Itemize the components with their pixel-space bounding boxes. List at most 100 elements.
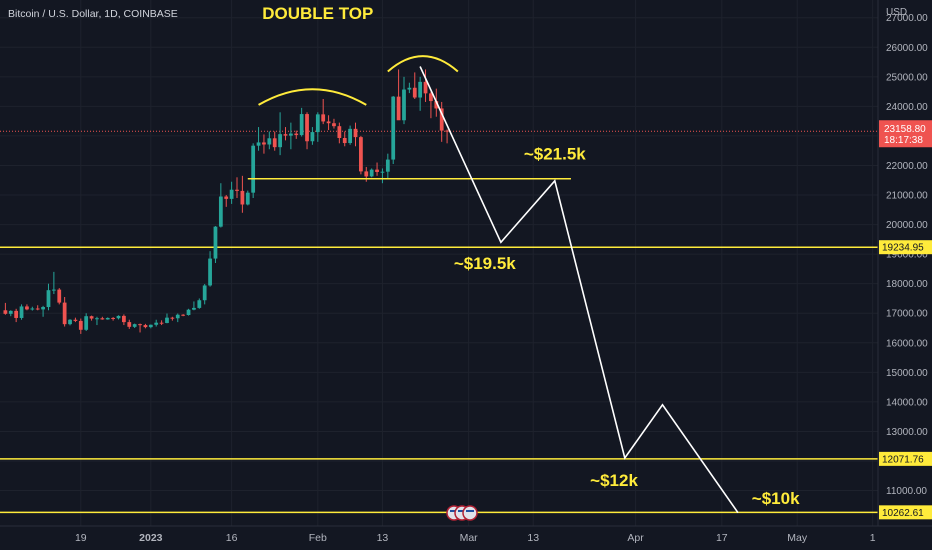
annotation-label[interactable]: ~$12k (590, 471, 638, 490)
annotation-label[interactable]: ~$21.5k (524, 145, 586, 164)
candle-body (240, 190, 245, 205)
price-level-value: 19234.95 (882, 243, 924, 254)
symbol-title[interactable]: Bitcoin / U.S. Dollar, 1D, COINBASE (8, 8, 178, 20)
candle-body (251, 145, 256, 193)
candle-body (315, 114, 320, 133)
time-tick-label: 13 (527, 532, 539, 544)
annotation-label[interactable]: DOUBLE TOP (262, 4, 373, 23)
time-tick-label: 2023 (139, 532, 163, 544)
event-flag-stripe (458, 510, 466, 512)
price-axis[interactable] (878, 0, 932, 526)
candle-body (143, 325, 148, 328)
candle-body (19, 306, 24, 318)
candle-body (218, 196, 223, 227)
candle-body (30, 308, 35, 310)
top-arc-first-top[interactable] (258, 88, 367, 106)
price-tick-label: 27000.00 (886, 13, 928, 24)
price-tick-label: 21000.00 (886, 191, 928, 202)
candle-body (321, 114, 326, 122)
candle-body (434, 101, 439, 109)
candle-body (105, 317, 110, 320)
candle-body (439, 108, 444, 131)
annotation-label[interactable]: ~$10k (752, 489, 800, 508)
candle-body (127, 322, 132, 327)
candle-body (407, 87, 412, 90)
candle-body (402, 89, 406, 121)
candle-body (267, 138, 272, 145)
candle-body (294, 133, 299, 136)
event-flag-icon[interactable] (462, 505, 478, 521)
time-tick-label: 1 (870, 532, 876, 544)
time-tick-label: 19 (75, 532, 87, 544)
price-level-tag (879, 451, 932, 466)
candle-body (224, 196, 229, 199)
event-markers[interactable] (446, 505, 478, 521)
candlestick-series (3, 69, 449, 334)
candle-body (359, 137, 363, 172)
price-tick-label: 20000.00 (886, 220, 928, 231)
price-tick-label: 25000.00 (886, 72, 928, 83)
candle-body (3, 310, 8, 314)
candle-body (208, 258, 212, 286)
candle-body (305, 114, 309, 142)
candle-body (369, 169, 374, 177)
candle-body (84, 316, 89, 330)
candle-body (326, 121, 331, 124)
event-flag-stripe (450, 510, 458, 512)
candle-body (310, 132, 315, 142)
candle-body (170, 317, 175, 319)
candle-body (418, 81, 423, 98)
last-price-tag (879, 120, 932, 148)
candle-body (122, 315, 126, 323)
candle-body (380, 171, 385, 173)
candle-body (95, 318, 99, 320)
candle-body (14, 310, 19, 318)
price-tick-label: 15000.00 (886, 368, 928, 379)
time-tick-label: 13 (377, 532, 389, 544)
time-tick-label: Apr (627, 532, 644, 544)
candle-body (8, 310, 13, 314)
candle-body (256, 142, 261, 146)
candle-body (89, 316, 94, 319)
candle-body (202, 285, 207, 301)
pattern-drawings[interactable]: DOUBLE TOP ~$21.5k ~$19.5k ~$12k ~$10k (247, 4, 800, 514)
candle-body (148, 324, 153, 328)
candle-body (78, 320, 83, 330)
candle-body (299, 114, 304, 136)
candle-body (364, 171, 369, 177)
candle-body (46, 290, 51, 308)
price-tick-label: 24000.00 (886, 102, 928, 113)
time-axis[interactable] (0, 526, 932, 550)
price-level-value: 12071.76 (882, 454, 924, 465)
candle-body (35, 308, 40, 310)
candle-body (353, 128, 358, 138)
candle-body (235, 189, 239, 191)
candle-body (412, 87, 417, 98)
last-price-countdown: 18:17:38 (884, 135, 923, 146)
candle-body (229, 189, 234, 199)
price-tick-label: 14000.00 (886, 397, 928, 408)
top-arc-second-top[interactable] (387, 55, 459, 73)
price-tick-label: 22000.00 (886, 161, 928, 172)
price-level-value: 10262.61 (882, 508, 924, 519)
candle-body (51, 289, 56, 291)
candle-body (423, 81, 428, 94)
candle-body (100, 318, 105, 320)
annotation-label[interactable]: ~$19.5k (454, 254, 516, 273)
candle-body (332, 123, 336, 127)
horizontal-levels[interactable] (0, 246, 878, 514)
candle-body (445, 130, 449, 132)
projection-path[interactable] (419, 66, 739, 514)
candle-body (375, 169, 379, 172)
candle-body (245, 192, 250, 205)
candle-body (283, 134, 288, 136)
candle-body (391, 96, 396, 160)
price-tick-label: 19000.00 (886, 250, 928, 261)
candle-body (138, 324, 142, 326)
price-level-tag (879, 240, 932, 255)
candle-body (25, 306, 29, 310)
candle-body (186, 309, 191, 316)
candle-body (278, 134, 282, 148)
